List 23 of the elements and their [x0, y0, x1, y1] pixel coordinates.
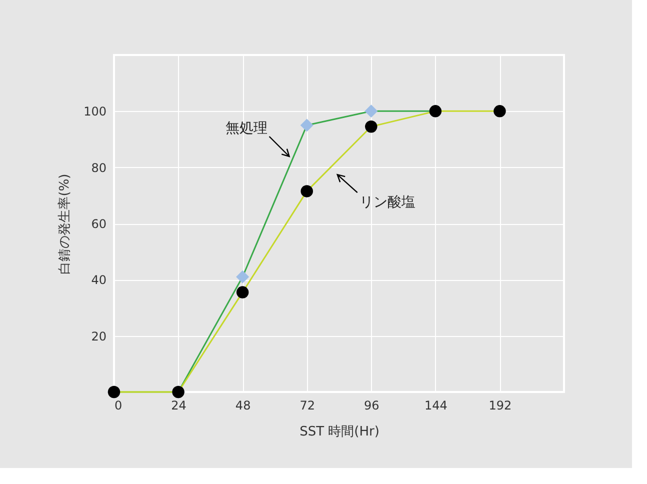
point: [300, 118, 314, 132]
y-tick-label: 40: [91, 273, 106, 288]
x-tick-label: 192: [488, 398, 512, 412]
y-tick-label: 60: [91, 217, 106, 231]
x-tick-label: 96: [364, 398, 380, 412]
point: [236, 270, 250, 284]
x-tick-label: 72: [300, 398, 315, 412]
x-tick-label: 0: [114, 398, 122, 412]
point: [494, 105, 506, 118]
x-tick-label: 24: [171, 398, 186, 412]
text: 無処理: [225, 120, 268, 137]
point: [364, 104, 378, 118]
y-tick-label: 20: [91, 329, 106, 344]
y-tick-label: 80: [91, 160, 106, 175]
x-tick-label: 144: [424, 398, 448, 412]
point: [236, 286, 249, 298]
y-tick-label: 100: [84, 104, 106, 119]
point: [365, 120, 378, 133]
legend-label: リン酸塩: [359, 194, 416, 211]
x-axis-title: SST 時間(Hr): [300, 424, 380, 440]
y-axis-title: 白錆の発生率(%): [56, 174, 73, 274]
x-tick-label: 48: [235, 398, 251, 412]
point: [300, 185, 313, 198]
